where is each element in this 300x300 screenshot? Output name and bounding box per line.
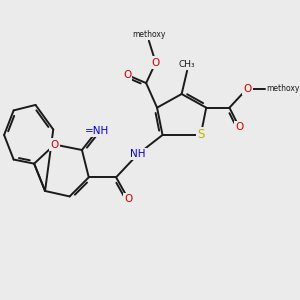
Text: O: O <box>50 140 59 149</box>
Text: =NH: =NH <box>85 126 109 136</box>
Text: methoxy: methoxy <box>266 84 300 93</box>
Text: methoxy: methoxy <box>132 30 166 39</box>
Text: O: O <box>123 70 131 80</box>
Text: O: O <box>152 58 160 68</box>
Text: O: O <box>235 122 243 132</box>
Text: CH₃: CH₃ <box>179 60 195 69</box>
Text: S: S <box>197 128 205 142</box>
Text: O: O <box>243 83 251 94</box>
Text: NH: NH <box>130 149 146 159</box>
Text: O: O <box>124 194 133 204</box>
